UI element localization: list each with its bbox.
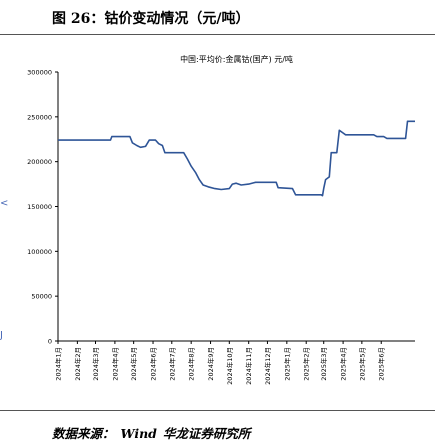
x-tick-label-6: 2024年7月: [167, 347, 176, 381]
chart: 0 50000 100000 150000 200000 250000 300000 202…: [0, 36, 435, 408]
edge-mark-left: <: [0, 198, 9, 209]
source-label: 数据来源：: [52, 426, 115, 441]
edge-mark-left-2: J: [0, 330, 3, 341]
bottom-rule: [0, 410, 435, 411]
y-tick-label-1: 50000: [31, 293, 52, 301]
x-ticks: 2024年1月 2024年2月 2024年3月 2024年4月 2024年5月 2024年…: [54, 341, 386, 385]
y-ticks: 0 50000 100000 150000 200000 250000 300000: [27, 69, 58, 346]
y-tick-label-5: 250000: [27, 113, 52, 121]
x-tick-label-5: 2024年6月: [149, 347, 158, 381]
series-layer: [58, 120, 415, 197]
x-tick-label-12: 2025年1月: [282, 347, 291, 381]
y-tick-label-6: 300000: [27, 69, 52, 77]
y-tick-label-0: 0: [48, 338, 52, 346]
x-tick-label-1: 2024年2月: [73, 347, 82, 381]
y-tick-label-4: 200000: [27, 158, 52, 166]
source-item-wind: Wind: [120, 426, 157, 441]
x-tick-label-14: 2025年3月: [319, 347, 328, 381]
y-tick-label-3: 150000: [27, 203, 52, 211]
x-tick-label-13: 2025年2月: [302, 347, 311, 381]
x-tick-label-4: 2024年5月: [129, 347, 138, 381]
x-tick-label-0: 2024年1月: [54, 347, 63, 381]
x-tick-label-2: 2024年3月: [91, 347, 100, 381]
top-rule: [0, 34, 435, 35]
source-note: 数据来源： Wind 华龙证券研究所: [52, 423, 256, 442]
x-tick-label-10: 2024年11月: [244, 347, 253, 385]
x-tick-label-11: 2024年12月: [263, 347, 272, 385]
x-tick-label-15: 2025年4月: [339, 347, 348, 381]
figure-title: 图 26：钴价变动情况（元/吨）: [52, 11, 250, 27]
series-line-0: [58, 120, 415, 197]
legend-label: 中国:平均价:金属钴(国产) 元/吨: [180, 54, 293, 64]
x-tick-label-9: 2024年10月: [225, 347, 234, 385]
x-tick-label-16: 2025年5月: [357, 347, 366, 381]
x-tick-label-8: 2024年9月: [206, 347, 215, 381]
y-tick-label-2: 100000: [27, 248, 52, 256]
chart-svg: 0 50000 100000 150000 200000 250000 300000 202…: [27, 54, 415, 385]
source-item-hualong: 华龙证券研究所: [162, 426, 251, 441]
x-tick-label-17: 2025年6月: [377, 347, 386, 381]
axes: [57, 72, 415, 342]
x-tick-label-7: 2024年8月: [187, 347, 196, 381]
x-tick-label-3: 2024年4月: [110, 347, 119, 381]
